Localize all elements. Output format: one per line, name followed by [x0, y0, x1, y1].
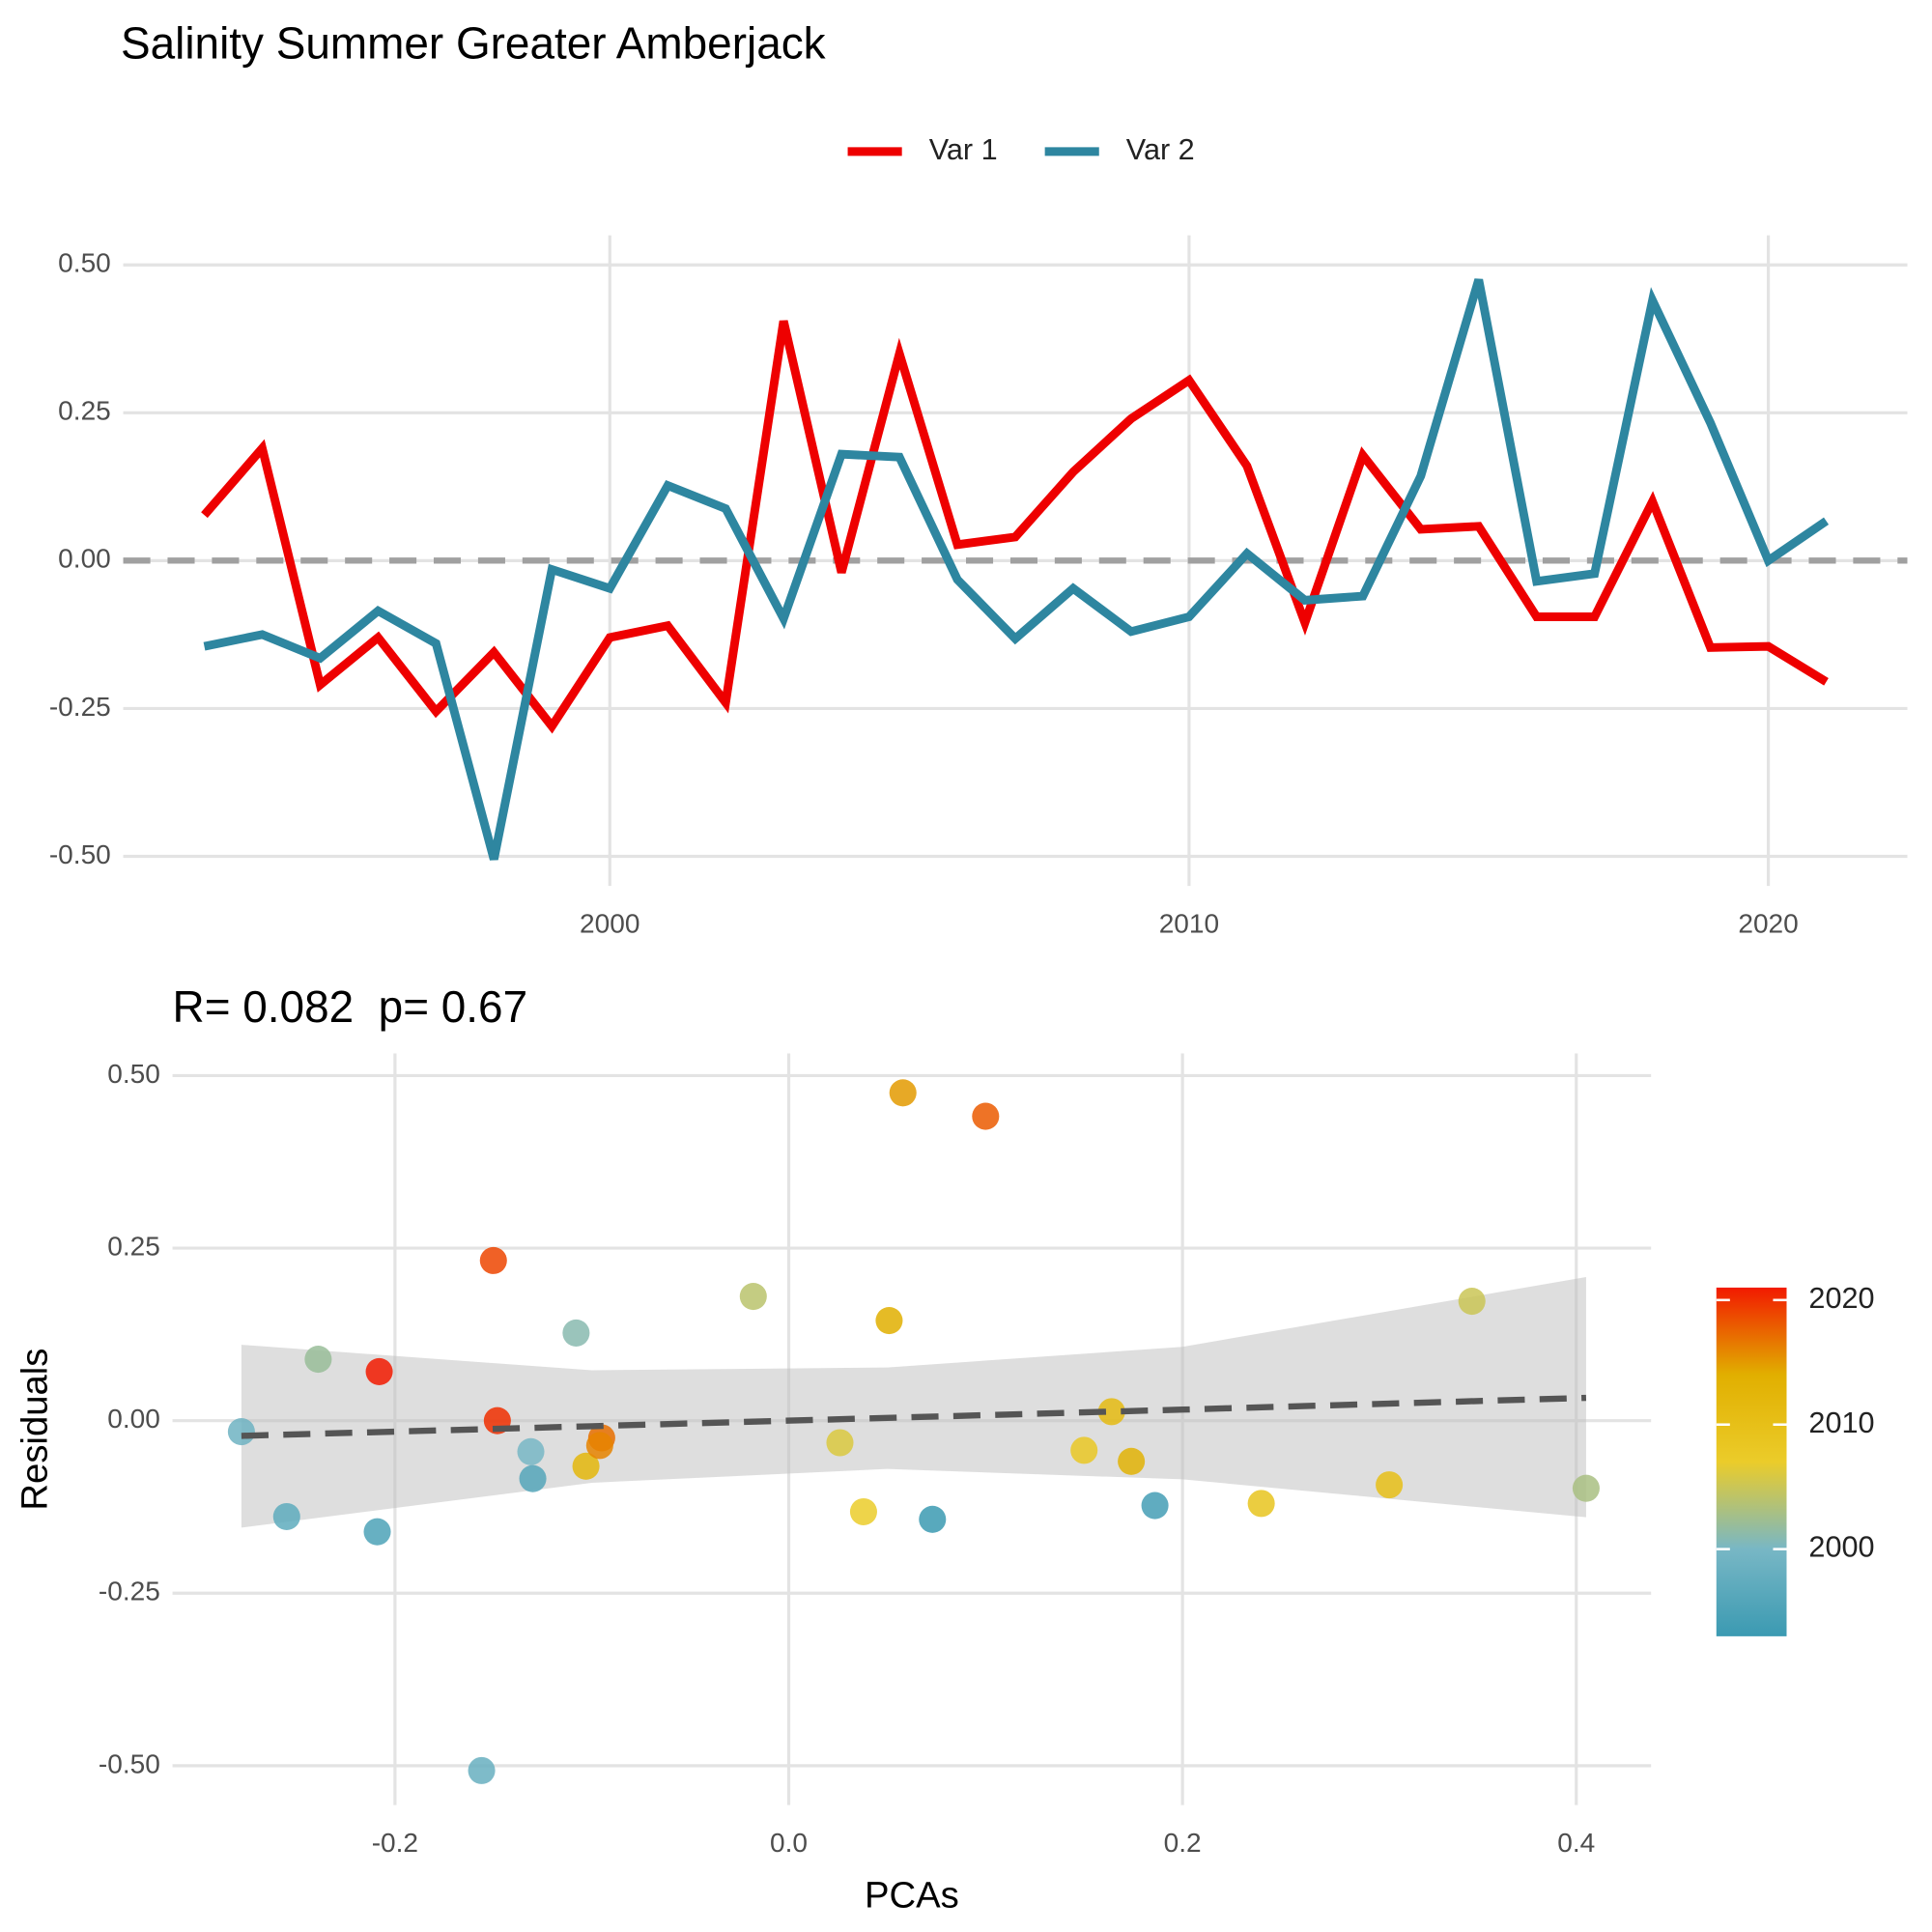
y-tick-label: -0.25 [99, 1577, 160, 1606]
point [849, 1497, 877, 1526]
point [826, 1429, 854, 1457]
point [585, 1432, 613, 1460]
point [1572, 1474, 1600, 1502]
fit-line [241, 1394, 1587, 1439]
y-tick-label: 0.25 [107, 1231, 160, 1261]
data-line [201, 320, 1829, 734]
point [972, 1102, 1000, 1130]
x-tick-label: 0.2 [1164, 1828, 1202, 1858]
point [1458, 1288, 1486, 1316]
x-tick-label: 2010 [1159, 908, 1219, 938]
y-tick-label: -0.25 [49, 692, 111, 722]
colorbar-label: 2000 [1808, 1531, 1874, 1564]
x-tick-label: -0.2 [372, 1828, 418, 1858]
point [519, 1464, 547, 1492]
point [562, 1319, 590, 1347]
point [479, 1246, 507, 1274]
y-tick-label: -0.50 [99, 1748, 160, 1778]
point [304, 1346, 332, 1374]
y-tick-label: 0.50 [107, 1059, 160, 1089]
x-tick-label: 0.0 [770, 1828, 808, 1858]
y-axis-label: Residuals [14, 1349, 55, 1511]
y-tick-label: 0.50 [58, 248, 111, 278]
y-tick-label: 0.00 [107, 1404, 160, 1434]
point [572, 1452, 600, 1480]
point [468, 1756, 496, 1784]
y-tick-label: 0.00 [58, 544, 111, 574]
point [517, 1437, 545, 1465]
legend-label: Var 2 [1126, 133, 1195, 166]
point [365, 1357, 393, 1385]
y-tick-label: 0.25 [58, 396, 111, 426]
point [1070, 1436, 1098, 1464]
point [1097, 1398, 1125, 1426]
point [739, 1283, 767, 1311]
legend-label: Var 1 [929, 133, 998, 166]
point [1376, 1471, 1404, 1499]
data-line [203, 278, 1830, 861]
point [889, 1079, 917, 1107]
point [1118, 1447, 1146, 1475]
colorbar-label: 2010 [1808, 1406, 1874, 1439]
x-tick-label: 2020 [1738, 908, 1798, 938]
colorbar [1716, 1287, 1787, 1636]
point [875, 1307, 903, 1335]
point [227, 1418, 255, 1446]
point [1141, 1492, 1169, 1520]
x-axis-label: PCAs [865, 1874, 959, 1916]
x-tick-label: 0.4 [1557, 1828, 1595, 1858]
point [1247, 1490, 1275, 1518]
y-tick-label: -0.50 [49, 839, 111, 869]
chart-title: Salinity Summer Greater Amberjack [121, 18, 827, 69]
x-tick-label: 2000 [580, 908, 639, 938]
point [919, 1505, 947, 1533]
scatter-title: R= 0.082 p= 0.67 [173, 981, 528, 1032]
point [272, 1502, 300, 1531]
colorbar-label: 2020 [1808, 1282, 1874, 1315]
point [363, 1518, 391, 1546]
